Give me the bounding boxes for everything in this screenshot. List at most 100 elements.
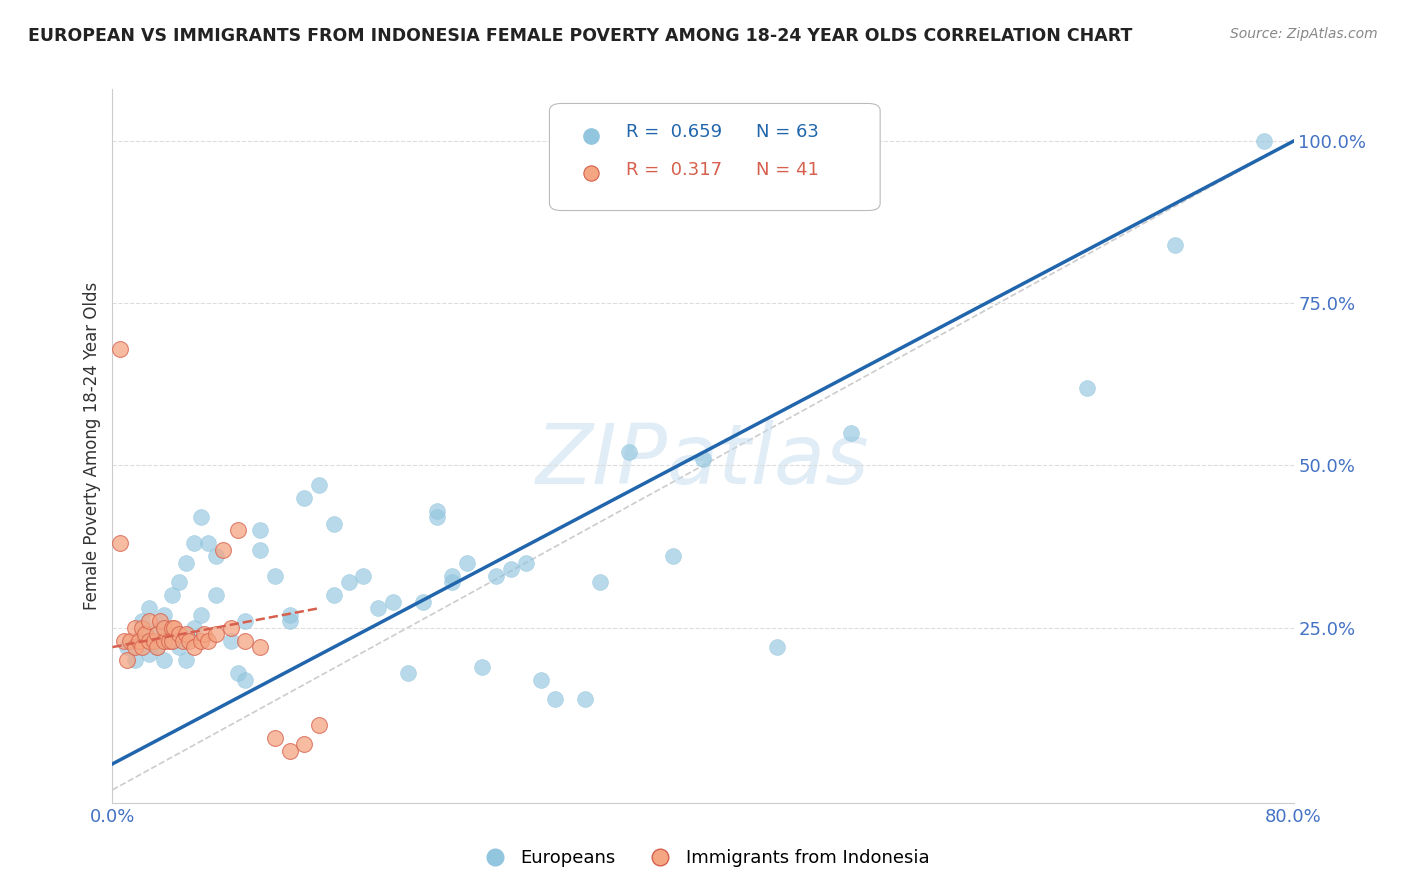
Point: [149, 614, 172, 628]
Point: [174, 627, 197, 641]
Point: [456, 556, 478, 570]
Point: [544, 692, 567, 706]
Point: [190, 607, 212, 622]
Point: [233, 673, 256, 687]
Point: [190, 633, 212, 648]
Point: [193, 627, 215, 641]
Point: [278, 614, 301, 628]
Point: [485, 568, 508, 582]
Point: [278, 607, 301, 622]
Point: [183, 621, 205, 635]
Point: [382, 595, 405, 609]
Point: [501, 562, 523, 576]
Text: EUROPEAN VS IMMIGRANTS FROM INDONESIA FEMALE POVERTY AMONG 18-24 YEAR OLDS CORRE: EUROPEAN VS IMMIGRANTS FROM INDONESIA FE…: [28, 27, 1132, 45]
Point: [308, 478, 330, 492]
Point: [278, 744, 301, 758]
Point: [470, 659, 494, 673]
Point: [138, 647, 160, 661]
Point: [219, 621, 242, 635]
Point: [249, 640, 271, 654]
Point: [167, 627, 190, 641]
Point: [131, 627, 153, 641]
Point: [153, 607, 176, 622]
Point: [112, 633, 135, 648]
Point: [157, 633, 180, 648]
Y-axis label: Female Poverty Among 18-24 Year Olds: Female Poverty Among 18-24 Year Olds: [83, 282, 101, 610]
Point: [529, 673, 551, 687]
Point: [205, 549, 228, 564]
Point: [249, 542, 271, 557]
Point: [120, 633, 142, 648]
Point: [131, 621, 153, 635]
Point: [174, 653, 197, 667]
Point: [197, 633, 219, 648]
Point: [212, 542, 235, 557]
Point: [160, 633, 183, 648]
Point: [131, 614, 153, 628]
Text: N = 63: N = 63: [756, 123, 820, 141]
Point: [163, 621, 186, 635]
Point: [1164, 238, 1187, 252]
Point: [411, 595, 433, 609]
Point: [205, 588, 228, 602]
Point: [264, 568, 287, 582]
Point: [108, 342, 131, 356]
Point: [153, 653, 176, 667]
Point: [183, 536, 205, 550]
Text: R =  0.659: R = 0.659: [626, 123, 723, 141]
Point: [766, 640, 789, 654]
Point: [146, 640, 169, 654]
Point: [619, 445, 641, 459]
Point: [426, 510, 449, 524]
Point: [146, 621, 169, 635]
Point: [183, 640, 205, 654]
Point: [167, 575, 190, 590]
FancyBboxPatch shape: [550, 103, 880, 211]
Point: [153, 633, 176, 648]
Text: Source: ZipAtlas.com: Source: ZipAtlas.com: [1230, 27, 1378, 41]
Point: [142, 633, 165, 648]
Point: [441, 568, 464, 582]
Point: [138, 601, 160, 615]
Point: [249, 524, 271, 538]
Point: [134, 627, 156, 641]
Point: [292, 491, 315, 505]
Point: [839, 425, 862, 440]
Point: [172, 633, 194, 648]
Text: N = 41: N = 41: [756, 161, 820, 178]
Point: [337, 575, 360, 590]
Point: [426, 504, 449, 518]
Point: [138, 633, 160, 648]
Point: [117, 640, 138, 654]
Point: [264, 731, 287, 745]
Point: [124, 621, 146, 635]
Point: [692, 452, 714, 467]
Point: [367, 601, 389, 615]
Point: [233, 633, 256, 648]
Point: [308, 718, 330, 732]
Point: [441, 575, 464, 590]
Point: [167, 640, 190, 654]
Point: [1076, 381, 1098, 395]
Point: [226, 666, 249, 681]
Point: [117, 653, 138, 667]
Legend: Europeans, Immigrants from Indonesia: Europeans, Immigrants from Indonesia: [470, 842, 936, 874]
Text: R =  0.317: R = 0.317: [626, 161, 723, 178]
Point: [124, 640, 146, 654]
Point: [124, 653, 146, 667]
Point: [588, 575, 610, 590]
Point: [160, 621, 183, 635]
Point: [396, 666, 419, 681]
Point: [205, 627, 228, 641]
Point: [190, 510, 212, 524]
Point: [128, 633, 150, 648]
Point: [323, 516, 346, 531]
Point: [197, 536, 219, 550]
Point: [662, 549, 685, 564]
Point: [226, 524, 249, 538]
Point: [352, 568, 374, 582]
Point: [146, 640, 169, 654]
Point: [160, 588, 183, 602]
Text: ZIPatlas: ZIPatlas: [536, 420, 870, 500]
Point: [146, 627, 169, 641]
